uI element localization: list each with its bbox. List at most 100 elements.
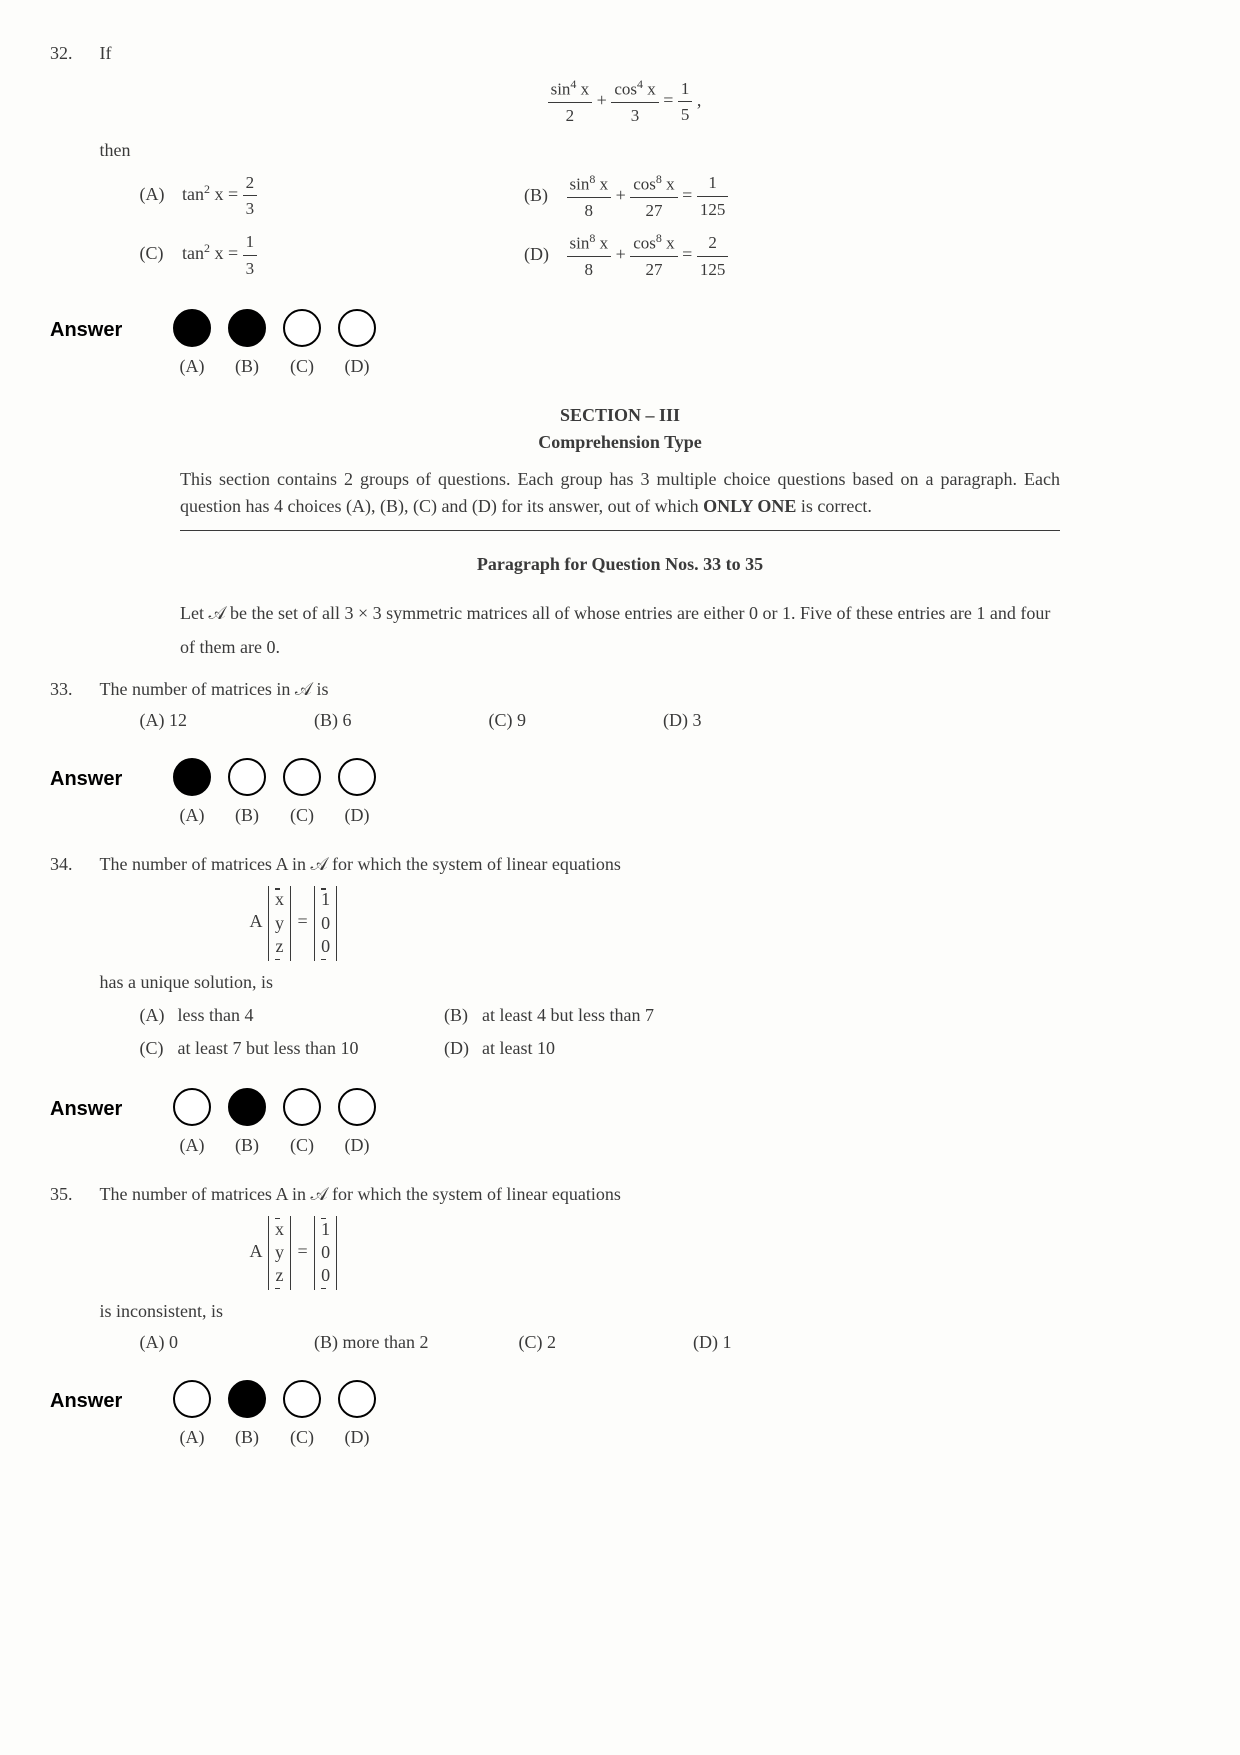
q34-row1: (A)less than 4 (B)at least 4 but less th… <box>140 1002 1150 1029</box>
bubble-letter: (D) <box>330 353 385 380</box>
q34-matrix-eq: A xyz = 100 <box>250 886 1150 960</box>
bubble-circle[interactable] <box>338 1380 376 1418</box>
bubble-circle[interactable] <box>228 1088 266 1126</box>
bubble-letter: (D) <box>330 802 385 829</box>
bubble-letter: (A) <box>165 802 220 829</box>
bubble-circle[interactable] <box>283 1380 321 1418</box>
answer-bubble-d[interactable]: (D) <box>330 309 385 380</box>
answer-bubble-b[interactable]: (B) <box>220 309 275 380</box>
q32-then: then <box>100 137 1150 164</box>
bubble-circle[interactable] <box>173 309 211 347</box>
question-33: 33. The number of matrices in 𝒜 is (A) 1… <box>50 676 1190 738</box>
bubble-letter: (C) <box>275 802 330 829</box>
q34-bubbles: (A)(B)(C)(D) <box>165 1088 385 1159</box>
q32-equation: sin4 x2 + cos4 x3 = 15 , <box>100 75 1150 129</box>
bubble-letter: (B) <box>220 1424 275 1451</box>
bubble-letter: (A) <box>165 1424 220 1451</box>
bubble-letter: (D) <box>330 1132 385 1159</box>
section-desc: This section contains 2 groups of questi… <box>180 466 1060 520</box>
answer-bubble-a[interactable]: (A) <box>165 1380 220 1451</box>
q35-bubbles: (A)(B)(C)(D) <box>165 1380 385 1451</box>
paragraph-desc: Let 𝒜 be the set of all 3 × 3 symmetric … <box>180 596 1060 664</box>
bubble-circle[interactable] <box>173 1088 211 1126</box>
q34-opt-c: (C)at least 7 but less than 10 <box>140 1035 440 1062</box>
q32-opt-d: (D) sin8 x8 + cos8 x27 = 2125 <box>524 229 1004 283</box>
section-title: SECTION – III <box>50 402 1190 429</box>
q32-opt-c: (C) tan2 x = 13 <box>140 229 520 281</box>
answer-bubble-d[interactable]: (D) <box>330 758 385 829</box>
q33-text: The number of matrices in 𝒜 is <box>100 679 329 699</box>
q32-row2: (C) tan2 x = 13 (D) sin8 x8 + cos8 x27 =… <box>140 229 1150 283</box>
q35-opt-a: (A) 0 <box>140 1329 310 1356</box>
bubble-letter: (C) <box>275 1132 330 1159</box>
bubble-letter: (C) <box>275 353 330 380</box>
q33-answer: Answer (A)(B)(C)(D) <box>50 758 1190 829</box>
bubble-letter: (D) <box>330 1424 385 1451</box>
bubble-circle[interactable] <box>173 1380 211 1418</box>
bubble-circle[interactable] <box>228 309 266 347</box>
bubble-circle[interactable] <box>338 1088 376 1126</box>
q34-opt-b: (B)at least 4 but less than 7 <box>444 1002 844 1029</box>
section-sub: Comprehension Type <box>50 429 1190 456</box>
paragraph-title: Paragraph for Question Nos. 33 to 35 <box>50 551 1190 578</box>
q35-answer: Answer (A)(B)(C)(D) <box>50 1380 1190 1451</box>
bubble-circle[interactable] <box>173 758 211 796</box>
bubble-circle[interactable] <box>338 309 376 347</box>
answer-bubble-a[interactable]: (A) <box>165 1088 220 1159</box>
answer-bubble-c[interactable]: (C) <box>275 309 330 380</box>
q33-number: 33. <box>50 676 95 703</box>
q35-matrix-eq: A xyz = 100 <box>250 1216 1150 1290</box>
question-34: 34. The number of matrices A in 𝒜 for wh… <box>50 851 1190 1067</box>
q35-opt-b: (B) more than 2 <box>314 1329 514 1356</box>
bubble-letter: (C) <box>275 1424 330 1451</box>
q32-if: If <box>100 43 112 63</box>
bubble-circle[interactable] <box>228 1380 266 1418</box>
answer-bubble-d[interactable]: (D) <box>330 1380 385 1451</box>
q35-options: (A) 0 (B) more than 2 (C) 2 (D) 1 <box>140 1329 1150 1356</box>
bubble-circle[interactable] <box>283 1088 321 1126</box>
answer-bubble-a[interactable]: (A) <box>165 758 220 829</box>
q32-opt-a: (A) tan2 x = 23 <box>140 170 520 222</box>
q34-answer: Answer (A)(B)(C)(D) <box>50 1088 1190 1159</box>
q35-opt-d: (D) 1 <box>693 1329 863 1356</box>
answer-bubble-a[interactable]: (A) <box>165 309 220 380</box>
q35-opt-c: (C) 2 <box>519 1329 689 1356</box>
bubble-letter: (A) <box>165 1132 220 1159</box>
answer-bubble-c[interactable]: (C) <box>275 1380 330 1451</box>
q32-opt-b: (B) sin8 x8 + cos8 x27 = 1125 <box>524 170 1004 224</box>
bubble-circle[interactable] <box>283 309 321 347</box>
bubble-circle[interactable] <box>338 758 376 796</box>
answer-bubble-b[interactable]: (B) <box>220 1380 275 1451</box>
bubble-letter: (B) <box>220 1132 275 1159</box>
q34-text-pre: The number of matrices A in 𝒜 for which … <box>100 854 621 874</box>
q33-opt-b: (B) 6 <box>314 707 484 734</box>
q33-options: (A) 12 (B) 6 (C) 9 (D) 3 <box>140 707 1150 734</box>
question-35: 35. The number of matrices A in 𝒜 for wh… <box>50 1181 1190 1360</box>
answer-bubble-b[interactable]: (B) <box>220 758 275 829</box>
q32-number: 32. <box>50 40 95 67</box>
q32-body: If sin4 x2 + cos4 x3 = 15 , then (A) tan… <box>100 40 1150 289</box>
answer-bubble-d[interactable]: (D) <box>330 1088 385 1159</box>
answer-bubble-c[interactable]: (C) <box>275 1088 330 1159</box>
question-32: 32. If sin4 x2 + cos4 x3 = 15 , then (A)… <box>50 40 1190 289</box>
q35-text-post: is inconsistent, is <box>100 1298 1150 1325</box>
q33-opt-d: (D) 3 <box>663 707 833 734</box>
section-divider <box>180 530 1060 531</box>
q35-text-pre: The number of matrices A in 𝒜 for which … <box>100 1184 621 1204</box>
q34-row2: (C)at least 7 but less than 10 (D)at lea… <box>140 1035 1150 1062</box>
q35-number: 35. <box>50 1181 95 1208</box>
answer-bubble-b[interactable]: (B) <box>220 1088 275 1159</box>
q34-text-post: has a unique solution, is <box>100 969 1150 996</box>
q33-opt-a: (A) 12 <box>140 707 310 734</box>
bubble-letter: (B) <box>220 353 275 380</box>
bubble-circle[interactable] <box>228 758 266 796</box>
q34-opt-d: (D)at least 10 <box>444 1035 844 1062</box>
bubble-circle[interactable] <box>283 758 321 796</box>
q33-opt-c: (C) 9 <box>489 707 659 734</box>
q32-row1: (A) tan2 x = 23 (B) sin8 x8 + cos8 x27 =… <box>140 170 1150 224</box>
q34-number: 34. <box>50 851 95 878</box>
q33-bubbles: (A)(B)(C)(D) <box>165 758 385 829</box>
bubble-letter: (A) <box>165 353 220 380</box>
answer-bubble-c[interactable]: (C) <box>275 758 330 829</box>
bubble-letter: (B) <box>220 802 275 829</box>
